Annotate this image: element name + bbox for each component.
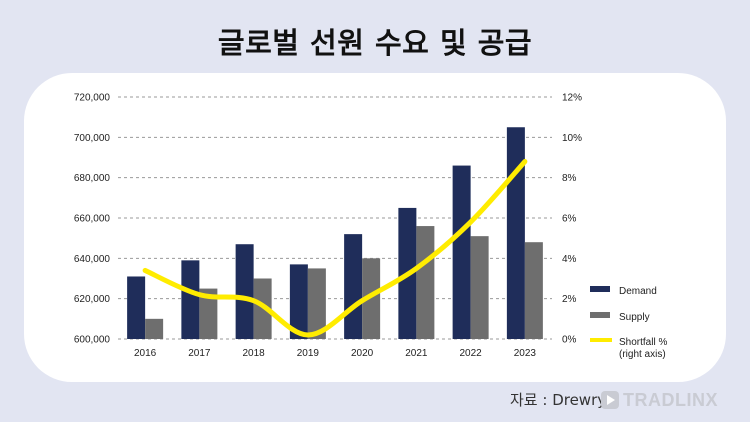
y-tick-label: 720,000	[74, 93, 111, 104]
bar-demand	[235, 244, 254, 339]
bar-supply	[524, 242, 543, 339]
y-tick-label: 680,000	[74, 173, 111, 184]
y-tick-label: 660,000	[74, 214, 111, 225]
y-tick-label: 640,000	[74, 254, 111, 265]
x-tick-label: 2016	[134, 348, 157, 359]
x-tick-label: 2018	[243, 348, 266, 359]
play-logo-icon	[601, 391, 619, 409]
bar-demand	[452, 165, 471, 339]
bar-demand	[344, 234, 363, 339]
bar-supply	[145, 318, 164, 339]
page-title: 글로벌 선원 수요 및 공급	[217, 26, 533, 60]
legend-label-supply: Supply	[619, 312, 650, 323]
y2-tick-label: 0%	[562, 335, 577, 346]
bar-supply	[199, 288, 218, 339]
y2-tick-label: 8%	[562, 173, 577, 184]
bar-supply	[416, 226, 435, 339]
x-axis-ticks: 2016 2017 2018 2019 2020 2021 2022 2023	[134, 348, 536, 359]
x-tick-label: 2023	[514, 348, 537, 359]
shortfall-line-layer	[142, 159, 528, 338]
bar-demand	[127, 276, 146, 339]
brand-name: TRADLINX	[623, 389, 718, 410]
y-tick-label: 620,000	[74, 294, 111, 305]
bar-supply	[362, 258, 381, 339]
bar-demand	[181, 260, 200, 339]
x-tick-label: 2017	[188, 348, 211, 359]
x-tick-label: 2020	[351, 348, 374, 359]
y-tick-label: 600,000	[74, 335, 111, 346]
y2-tick-label: 4%	[562, 254, 577, 265]
y2-tick-label: 2%	[562, 294, 577, 305]
y2-tick-label: 6%	[562, 214, 577, 225]
legend-label-demand: Demand	[619, 286, 657, 297]
y-axis-left-ticks: 600,000 620,000 640,000 660,000 680,000 700,0…	[74, 93, 111, 346]
legend-label-shortfall-note: (right axis)	[619, 349, 666, 360]
y-axis-right-ticks: 0% 2% 4% 6% 8% 10% 12%	[562, 93, 582, 346]
y2-tick-label: 10%	[562, 133, 582, 144]
brand-logo: TRADLINX	[601, 389, 718, 411]
source-note: 자료 : Drewry	[510, 391, 607, 409]
x-tick-label: 2019	[297, 348, 320, 359]
bar-supply	[470, 236, 489, 339]
bar-supply	[307, 268, 326, 339]
bar-demand	[506, 127, 525, 339]
legend-swatch-supply	[590, 312, 610, 318]
bar-demand	[289, 264, 308, 339]
legend-swatch-demand	[590, 286, 610, 292]
x-tick-label: 2022	[460, 348, 483, 359]
y-tick-label: 700,000	[74, 133, 111, 144]
legend: Demand Supply Shortfall % (right axis)	[590, 286, 667, 360]
x-tick-label: 2021	[405, 348, 428, 359]
bars	[127, 127, 543, 339]
legend-label-shortfall: Shortfall %	[619, 337, 667, 348]
y2-tick-label: 12%	[562, 93, 582, 104]
